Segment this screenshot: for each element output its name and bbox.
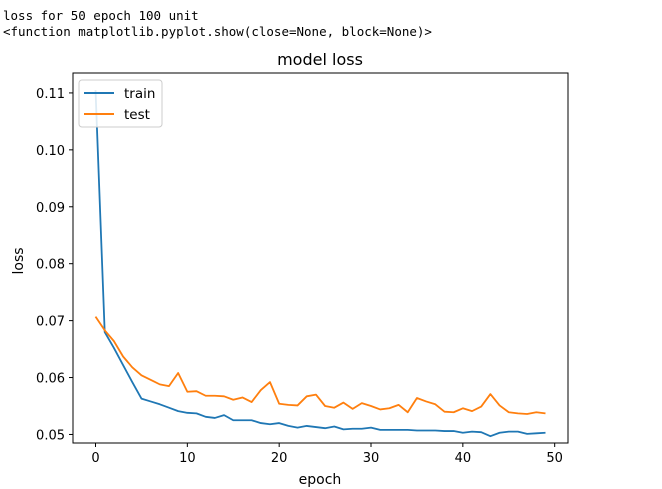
x-axis-label: epoch: [299, 472, 342, 488]
legend-label-train: train: [124, 86, 155, 102]
y-tick-label-5: 0.10: [36, 144, 65, 159]
y-axis-label: loss: [11, 247, 27, 274]
y-tick-label-2: 0.07: [36, 315, 65, 330]
output-line-2: <function matplotlib.pyplot.show(close=N…: [3, 24, 432, 39]
y-tick-label-4: 0.09: [36, 201, 65, 216]
x-tick-label-50: 50: [546, 451, 563, 466]
axes-frame: [72, 72, 569, 444]
test-loss-line: [94, 316, 546, 415]
x-tick-label-20: 20: [271, 451, 288, 466]
output-line-1: loss for 50 epoch 100 unit: [3, 8, 199, 23]
plot-area: 0 10 20 30 40 50 0.05 0.06 0.07 0.08 0.09 0.10 0.11: [36, 72, 569, 466]
y-tick-label-0: 0.05: [36, 428, 65, 443]
x-tick-label-0: 0: [91, 451, 99, 466]
x-tick-label-10: 10: [179, 451, 196, 466]
y-tick-label-3: 0.08: [36, 258, 65, 273]
chart-title: model loss: [277, 50, 363, 69]
y-tick-label-6: 0.11: [36, 87, 65, 102]
x-tick-label-30: 30: [363, 451, 380, 466]
legend: train test: [78, 79, 163, 128]
x-tick-label-40: 40: [455, 451, 472, 466]
y-tick-label-1: 0.06: [36, 372, 65, 387]
train-loss-line: [94, 90, 546, 438]
legend-label-test: test: [124, 107, 150, 123]
legend-box: [78, 79, 163, 128]
